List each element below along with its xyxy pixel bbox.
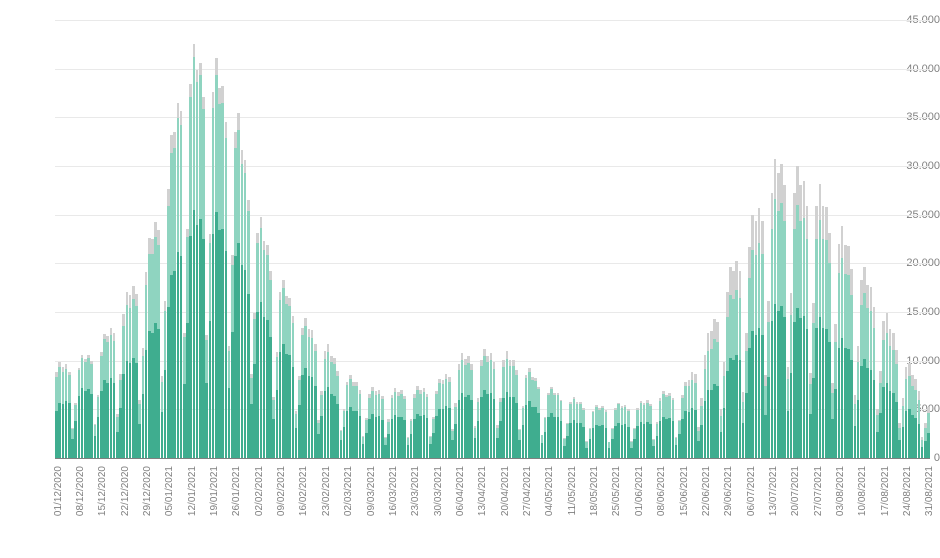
bar-main	[244, 270, 247, 459]
bar-main	[691, 408, 694, 458]
bar-main	[336, 404, 339, 458]
bar-main	[624, 424, 627, 458]
x-tick-label: 22/06/2021	[701, 416, 712, 466]
bar-main	[94, 436, 97, 458]
x-tick-label: 01/12/2020	[53, 416, 64, 466]
x-tick-label: 09/02/2021	[276, 416, 287, 466]
bar-main	[295, 428, 298, 458]
bar-main	[135, 363, 138, 458]
bar-main	[672, 421, 675, 458]
bar-main	[68, 403, 71, 458]
bar-main	[764, 415, 767, 458]
bar-main	[537, 413, 540, 458]
x-tick-label: 12/01/2021	[187, 416, 198, 466]
bar-main	[557, 417, 560, 458]
x-tick-label: 10/08/2021	[857, 416, 868, 466]
x-tick-label: 13/04/2021	[477, 416, 488, 466]
x-tick-label: 24/08/2021	[902, 416, 913, 466]
x-tick-label: 27/07/2021	[813, 416, 824, 466]
bar-main	[228, 388, 231, 458]
bar-main	[831, 419, 834, 458]
x-tick-label: 16/03/2021	[388, 416, 399, 466]
x-tick-label: 29/06/2021	[723, 416, 734, 466]
x-tick-label: 11/05/2021	[567, 417, 578, 466]
bar-main	[202, 239, 205, 458]
bar-main	[403, 420, 406, 458]
bar-main	[758, 328, 761, 458]
x-tick-label: 08/06/2021	[656, 416, 667, 466]
bar-main	[512, 397, 515, 458]
bar-main	[177, 252, 180, 458]
bar-main	[697, 441, 700, 458]
bar-main	[716, 386, 719, 458]
x-tick-label: 20/04/2021	[500, 416, 511, 466]
x-tick-label: 22/12/2020	[120, 416, 131, 466]
x-tick-label: 16/02/2021	[298, 416, 309, 466]
x-tick-label: 06/07/2021	[746, 416, 757, 466]
x-tick-label: 04/05/2021	[544, 416, 555, 466]
x-tick-label: 23/02/2021	[321, 416, 332, 466]
x-tick-label: 15/06/2021	[679, 416, 690, 466]
bar-main	[918, 424, 921, 458]
x-tick-label: 23/03/2021	[410, 416, 421, 466]
x-tick-label: 01/06/2021	[634, 416, 645, 466]
bar-main	[605, 428, 608, 458]
x-tick-label: 18/05/2021	[589, 416, 600, 466]
bar-main	[429, 444, 432, 458]
x-tick-label: 19/01/2021	[209, 416, 220, 466]
x-tick-label: 27/04/2021	[522, 416, 533, 466]
bar-main	[311, 377, 314, 458]
bar-main	[649, 424, 652, 458]
bar-main	[161, 412, 164, 458]
bar-main	[876, 432, 879, 458]
x-tick-label: 29/12/2020	[142, 416, 153, 466]
x-tick-label: 08/12/2020	[75, 416, 86, 466]
stacked-bar-chart: 0500010.00015.00020.00025.00030.00035.00…	[0, 0, 940, 558]
bar-main	[850, 360, 853, 458]
x-tick-label: 15/12/2020	[97, 416, 108, 466]
x-tick-label: 17/08/2021	[880, 416, 891, 466]
bar-main	[445, 406, 448, 458]
bar-main	[825, 329, 828, 458]
x-tick-label: 30/03/2021	[433, 416, 444, 466]
bar-main	[892, 393, 895, 458]
bar-main	[269, 337, 272, 458]
x-tick-label: 02/03/2021	[343, 416, 354, 466]
bar-main	[630, 448, 633, 459]
x-tick-label: 02/02/2021	[254, 416, 265, 466]
x-tick-label: 26/01/2021	[231, 416, 242, 466]
bar-main	[783, 317, 786, 458]
bar-main	[110, 378, 113, 458]
bar-main	[470, 400, 473, 458]
x-tick-label: 20/07/2021	[790, 416, 801, 466]
plot-area	[55, 20, 930, 458]
x-tick-label: 09/03/2021	[366, 416, 377, 466]
bar-main	[809, 414, 812, 458]
x-tick-label: 03/08/2021	[835, 416, 846, 466]
x-tick-label: 05/01/2021	[164, 416, 175, 466]
bar-main	[739, 360, 742, 458]
bar-main	[496, 438, 499, 458]
bar-main	[563, 446, 566, 458]
x-tick-label: 31/08/2021	[924, 416, 935, 466]
bar-main	[362, 444, 365, 458]
x-tick-label: 25/05/2021	[611, 416, 622, 466]
x-tick-label: 06/04/2021	[455, 416, 466, 466]
x-tick-label: 13/07/2021	[768, 416, 779, 466]
bar-main	[378, 416, 381, 458]
bar-main	[579, 423, 582, 458]
